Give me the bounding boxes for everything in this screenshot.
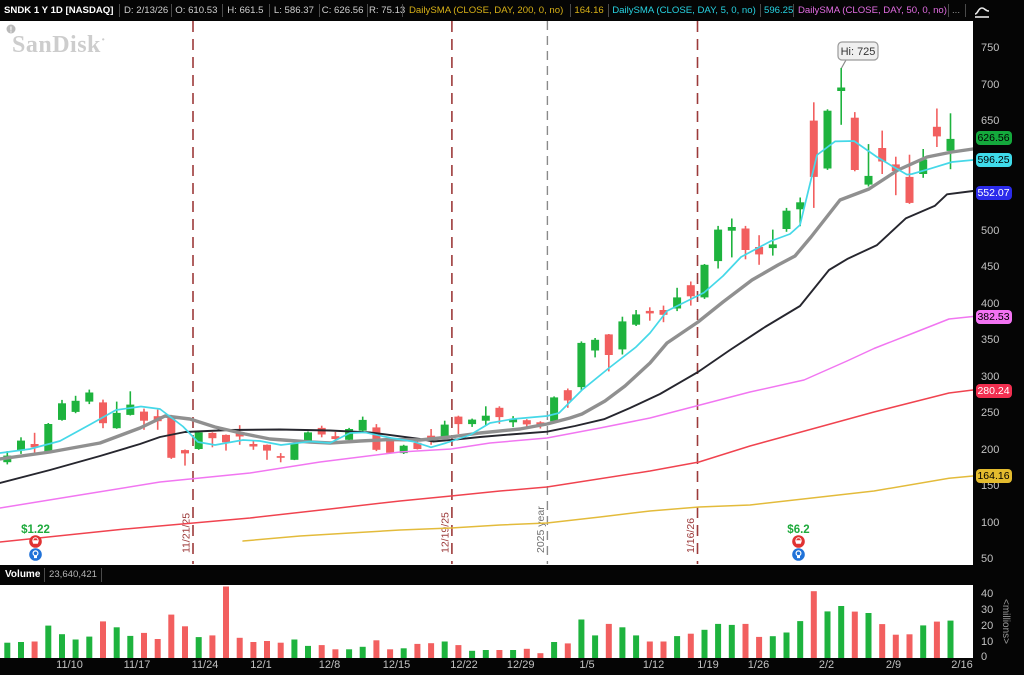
svg-text:2025 year: 2025 year: [535, 506, 547, 553]
svg-text:12/19/25: 12/19/25: [439, 512, 451, 553]
svg-text:Hi: 725: Hi: 725: [841, 46, 876, 58]
svg-text:!: !: [10, 26, 13, 35]
svg-text:11/21/25: 11/21/25: [181, 513, 193, 553]
svg-text:$1.22: $1.22: [21, 524, 50, 536]
svg-text:$6.2: $6.2: [787, 524, 809, 536]
svg-text:1/16/26: 1/16/26: [685, 518, 697, 553]
svg-text:SanDisk·: SanDisk·: [12, 32, 106, 58]
